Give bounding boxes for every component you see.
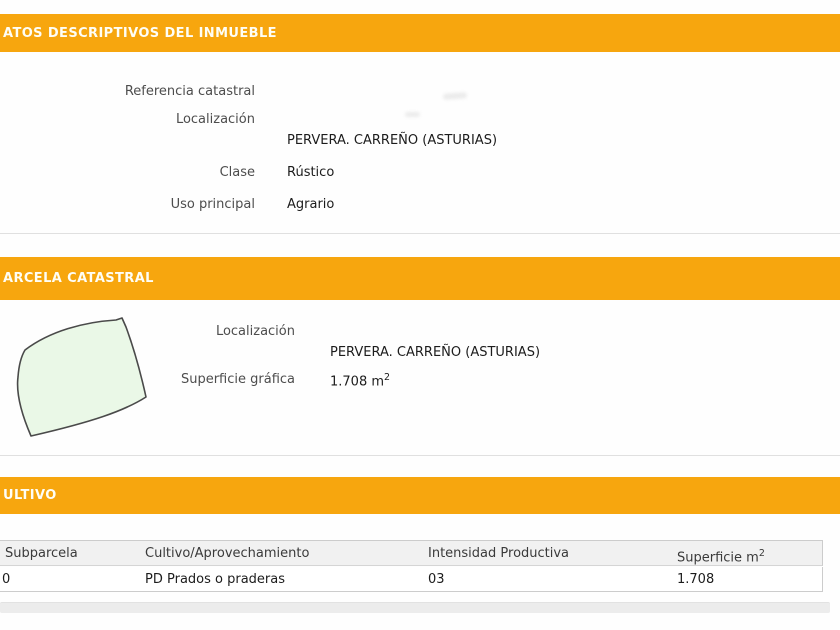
section-divider xyxy=(0,455,840,456)
section-title: ULTIVO xyxy=(3,488,57,503)
clase-value: Rústico xyxy=(287,165,335,180)
erased-mark xyxy=(442,92,468,100)
parcel-shape xyxy=(16,317,147,437)
clase-label: Clase xyxy=(219,165,255,180)
localizacion-label: Localización xyxy=(175,112,255,127)
section-divider xyxy=(0,233,840,234)
section-header-datos-inmueble: ATOS DESCRIPTIVOS DEL INMUEBLE xyxy=(0,14,840,52)
superficie-exponent: 2 xyxy=(384,372,391,383)
superficie-header-base: Superficie m xyxy=(677,550,759,566)
superficie-grafica-label: Superficie gráfica xyxy=(180,372,295,387)
table-footer-strip xyxy=(0,602,830,613)
column-header-intensidad: Intensidad Productiva xyxy=(428,546,570,561)
section-title: ATOS DESCRIPTIVOS DEL INMUEBLE xyxy=(3,25,277,41)
superficie-base: 1.708 m xyxy=(330,374,385,390)
localizacion-value: PERVERA. CARREÑO (ASTURIAS) xyxy=(330,345,541,360)
column-header-subparcela: Subparcela xyxy=(5,546,78,561)
localizacion-label: Localización xyxy=(215,324,295,339)
cell-subparcela: 0 xyxy=(2,572,11,587)
parcel-outline-sketch xyxy=(16,317,147,437)
column-header-cultivo: Cultivo/Aprovechamiento xyxy=(145,546,310,561)
cell-intensidad: 03 xyxy=(428,572,445,587)
section-header-parcela-catastral: ARCELA CATASTRAL xyxy=(0,257,840,300)
cell-cultivo: PD Prados o praderas xyxy=(145,572,285,587)
uso-principal-label: Uso principal xyxy=(170,197,255,212)
uso-principal-value: Agrario xyxy=(287,197,335,212)
superficie-header-exponent: 2 xyxy=(758,548,765,559)
cultivo-table-row: 0 PD Prados o praderas 03 1.708 xyxy=(0,567,823,592)
section-header-cultivo: ULTIVO xyxy=(0,477,840,514)
localizacion-value: PERVERA. CARREÑO (ASTURIAS) xyxy=(287,133,498,148)
erased-mark xyxy=(405,112,420,117)
column-header-superficie: Superficie m2 xyxy=(677,541,765,570)
section-title: ARCELA CATASTRAL xyxy=(3,271,154,286)
cell-superficie: 1.708 xyxy=(677,572,715,587)
referencia-catastral-label: Referencia catastral xyxy=(124,84,255,99)
cultivo-table-header-row: Subparcela Cultivo/Aprovechamiento Inten… xyxy=(0,540,823,566)
superficie-grafica-value: 1.708 m2 xyxy=(330,372,390,389)
